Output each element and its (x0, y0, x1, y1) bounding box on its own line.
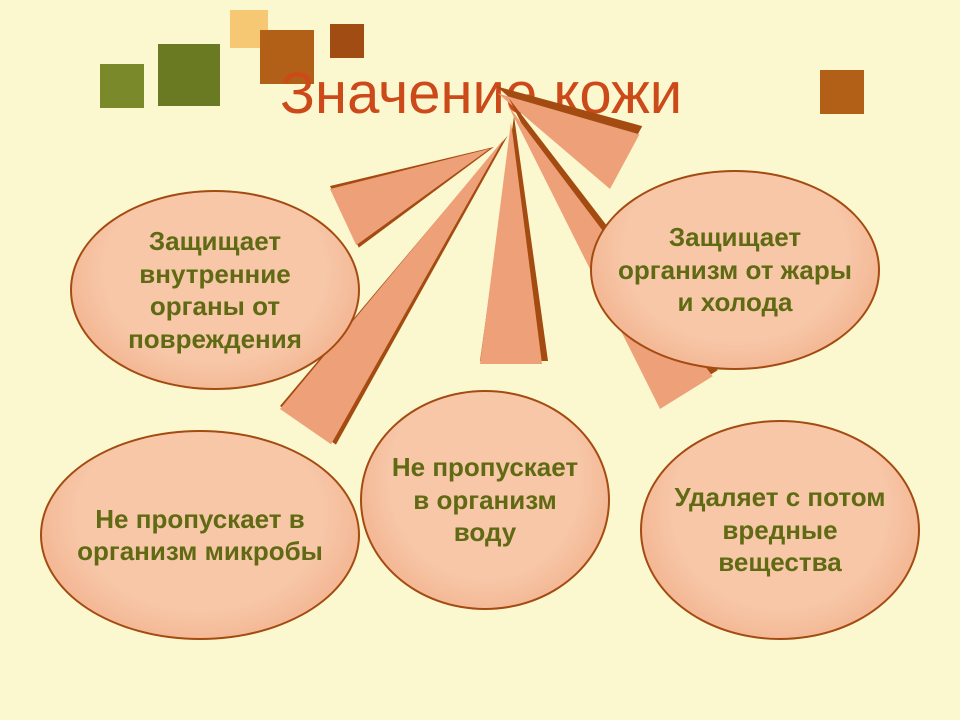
infographic-stage: Значение кожиЗащищает внутренние органы … (0, 0, 960, 720)
bubble-text-blocks-microbes: Не пропускает в организм микробы (64, 503, 336, 568)
deco-square-4 (330, 24, 364, 58)
bubble-protects-organs: Защищает внутренние органы от повреждени… (70, 190, 360, 390)
bubble-text-removes-waste: Удаляет с потом вредные вещества (664, 481, 896, 579)
deco-square-0 (100, 64, 144, 108)
bubble-text-protects-heat-cold: Защищает организм от жары и холода (614, 221, 856, 319)
bubble-removes-waste: Удаляет с потом вредные вещества (640, 420, 920, 640)
bubble-blocks-water: Не пропускает в организм воду (360, 390, 610, 610)
bubble-text-protects-organs: Защищает внутренние органы от повреждени… (94, 225, 336, 355)
deco-square-5 (820, 70, 864, 114)
deco-square-1 (158, 44, 220, 106)
bubble-text-blocks-water: Не пропускает в организм воду (384, 451, 586, 549)
bubble-protects-heat-cold: Защищает организм от жары и холода (590, 170, 880, 370)
bubble-blocks-microbes: Не пропускает в организм микробы (40, 430, 360, 640)
